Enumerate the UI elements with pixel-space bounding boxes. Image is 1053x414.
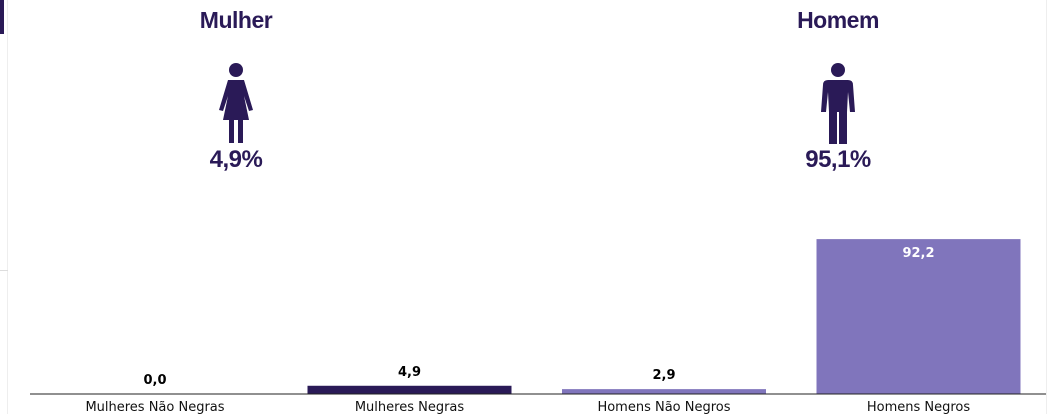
female-percentage: 4,9% [209, 146, 263, 173]
left-tick-mark [0, 270, 8, 271]
bar-3 [562, 389, 766, 394]
male-person-icon [821, 63, 855, 144]
male-percentage: 95,1% [805, 146, 871, 173]
bar-2 [307, 385, 512, 394]
bar-value-label: 0,0 [143, 373, 166, 388]
category-tick-label: Mulheres Negras [355, 400, 465, 414]
left-accent-bar [0, 0, 4, 34]
bar-value-label: 92,2 [902, 246, 934, 261]
left-guide-line [7, 0, 8, 414]
female-person-icon [219, 63, 253, 143]
female-title: Mulher [199, 7, 273, 33]
male-title: Homem [797, 7, 879, 33]
category-tick-label: Homens Negros [867, 400, 971, 414]
bar-4 [816, 239, 1021, 394]
category-tick-label: Mulheres Não Negras [85, 400, 224, 414]
bar-value-label: 2,9 [652, 368, 675, 383]
category-tick-label: Homens Não Negros [597, 400, 730, 414]
right-guide-line [1046, 0, 1047, 414]
bar-value-label: 4,9 [398, 365, 421, 380]
